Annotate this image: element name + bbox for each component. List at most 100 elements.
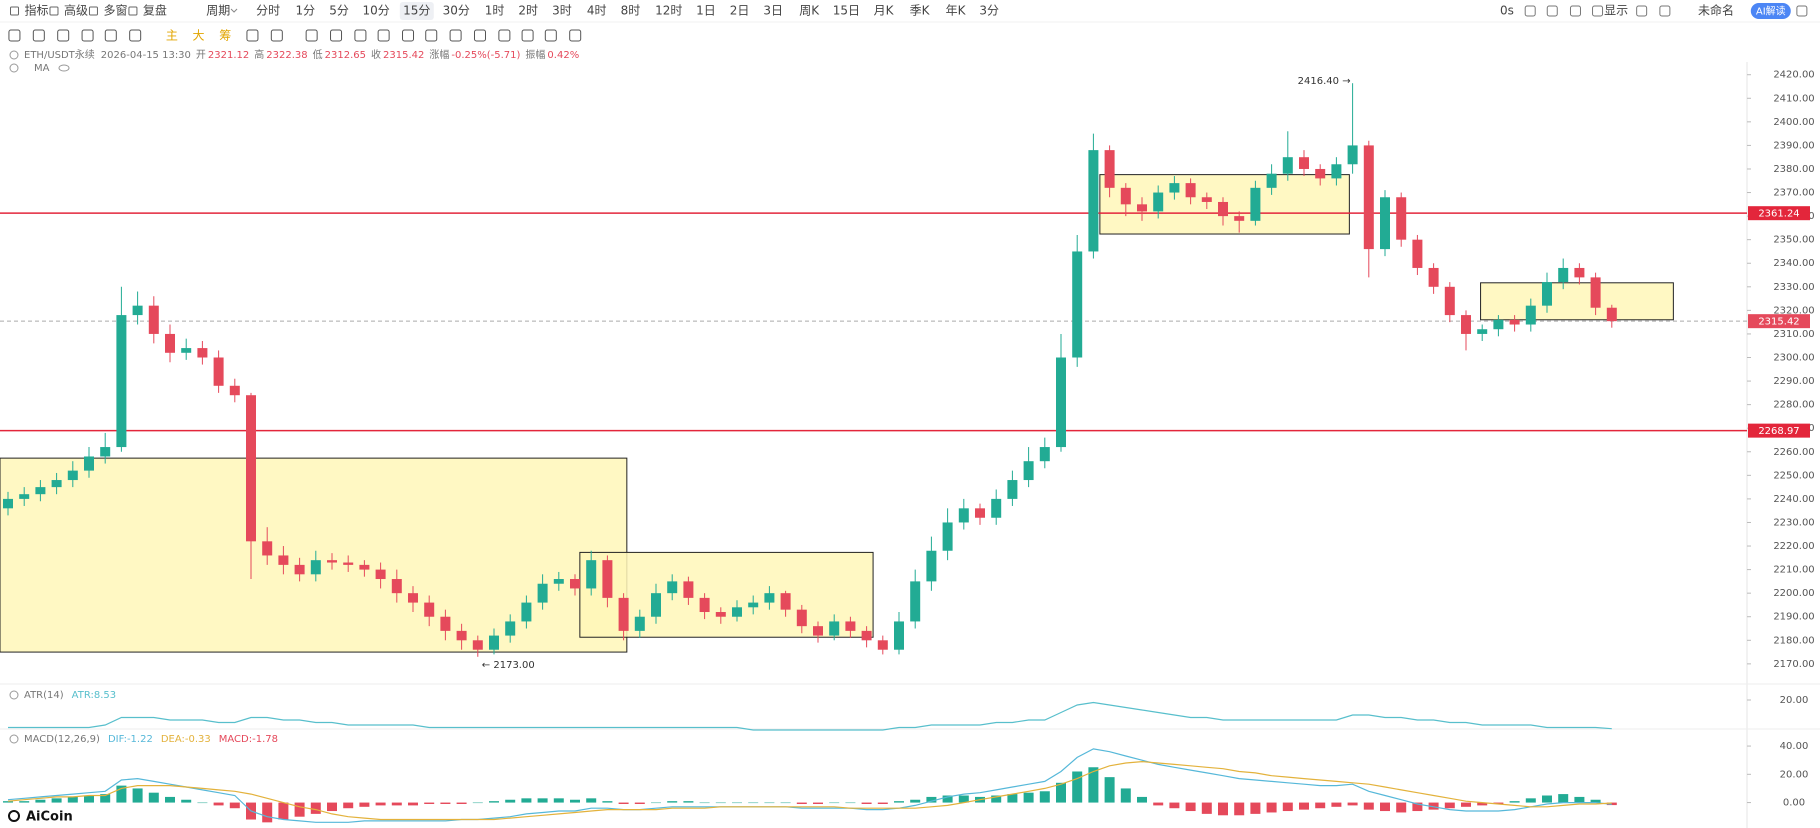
field-value: -0.25%(-5.71)	[451, 50, 520, 61]
toolbar-icon[interactable]	[1659, 5, 1671, 17]
interval-button[interactable]: 15日	[833, 4, 860, 18]
tool-icon[interactable]	[377, 29, 390, 42]
interval-button[interactable]: 周K	[799, 4, 820, 18]
tool-icon[interactable]	[544, 29, 557, 42]
quick-indicator[interactable]: 大	[193, 29, 205, 43]
tool-icon[interactable]	[305, 29, 318, 42]
interval-button[interactable]: 4时	[587, 4, 607, 18]
macd-histogram-bar	[651, 802, 661, 804]
interval-button[interactable]: 2时	[518, 4, 538, 18]
interval-button[interactable]: 1时	[485, 4, 505, 18]
tool-icon[interactable]	[354, 29, 367, 42]
tool-icon[interactable]	[498, 29, 511, 42]
interval-button[interactable]: 3分	[979, 4, 999, 18]
interval-button[interactable]: 3时	[552, 4, 572, 18]
interval-button[interactable]: 月K	[874, 4, 895, 18]
candle-body	[602, 560, 613, 598]
candle-body	[1542, 282, 1552, 306]
tool-icon[interactable]	[330, 29, 343, 42]
toolbar-icon[interactable]	[1524, 5, 1536, 17]
macd-histogram-bar	[667, 801, 678, 803]
interval-button[interactable]: 15分	[403, 4, 430, 18]
macd-histogram-bar	[148, 792, 159, 803]
macd-histogram-bar	[1169, 802, 1180, 809]
macd-histogram-bar	[440, 802, 451, 804]
interval-button[interactable]: 8时	[621, 4, 641, 18]
toolbar-right-button[interactable]: 0s	[1500, 4, 1514, 18]
macd-histogram-bar	[1558, 794, 1569, 803]
candle-body	[845, 621, 856, 631]
candle-body	[1201, 197, 1212, 202]
tool-icon[interactable]	[521, 29, 534, 42]
toolbar-right-button[interactable]: 未命名	[1698, 3, 1734, 18]
toolbar-button[interactable]: 指标	[25, 3, 49, 18]
tool-icon[interactable]	[569, 29, 582, 42]
interval-button[interactable]: 5分	[329, 4, 349, 18]
indicator-label: MACD(12,26,9) DIF:-1.22 DEA:-0.33 MACD:-1.7…	[24, 734, 278, 745]
tool-icon[interactable]	[449, 29, 462, 42]
tool-icon[interactable]	[57, 29, 70, 42]
interval-button[interactable]: 10分	[363, 4, 390, 18]
period-menu[interactable]: 周期	[206, 4, 230, 18]
interval-button[interactable]: 1日	[696, 4, 716, 18]
interval-button[interactable]: 季K	[910, 4, 931, 18]
candle-body	[67, 470, 78, 481]
toolbar-button[interactable]: 多窗	[103, 4, 127, 18]
candle-body	[634, 616, 645, 631]
candle-body	[813, 626, 823, 636]
y-tick-label: 2380.00	[1773, 164, 1814, 175]
macd-histogram-bar	[732, 802, 742, 804]
tool-icon[interactable]	[246, 29, 259, 42]
toolbar-button[interactable]: 高级	[64, 3, 88, 18]
interval-button[interactable]: 2日	[730, 4, 750, 18]
candle-body	[1493, 319, 1504, 330]
quick-indicator[interactable]: 筹	[219, 29, 231, 43]
macd-histogram-bar	[359, 802, 370, 807]
tool-icon[interactable]	[129, 29, 142, 42]
interval-button[interactable]: 1分	[296, 4, 316, 18]
interval-button[interactable]: 30分	[443, 4, 470, 18]
tool-icon[interactable]	[8, 29, 21, 42]
quick-indicator[interactable]: 主	[166, 29, 178, 43]
macd-histogram-bar	[1590, 799, 1601, 803]
macd-histogram-bar	[586, 798, 597, 803]
logo: AiCoin	[26, 810, 73, 825]
interval-button[interactable]: 年K	[946, 4, 967, 18]
macd-histogram-bar	[618, 802, 629, 804]
macd-histogram-bar	[748, 802, 759, 804]
y-tick-label: 2310.00	[1773, 329, 1814, 340]
y-tick-label: 2220.00	[1773, 541, 1814, 552]
interval-button[interactable]: 3日	[763, 4, 783, 18]
tool-icon[interactable]	[402, 29, 415, 42]
toolbar-button[interactable]: 复盘	[143, 3, 167, 18]
tool-icon[interactable]	[81, 29, 94, 42]
tool-icon[interactable]	[32, 29, 45, 42]
macd-histogram-bar	[877, 802, 888, 804]
ai-button[interactable]: AI解读	[1756, 5, 1786, 18]
macd-histogram-bar	[1039, 791, 1050, 803]
tool-icon[interactable]	[473, 29, 486, 42]
tool-icon[interactable]	[270, 29, 283, 42]
toolbar-icon[interactable]	[1569, 5, 1581, 17]
candle-body	[51, 480, 62, 488]
tool-icon[interactable]	[425, 29, 438, 42]
tool-icon[interactable]	[104, 29, 117, 42]
interval-button[interactable]: 分时	[256, 4, 280, 18]
candle-body	[116, 315, 127, 448]
macd-histogram-bar	[229, 802, 240, 809]
toolbar-icon[interactable]	[1546, 5, 1558, 17]
interval-button[interactable]: 12时	[655, 4, 682, 18]
toolbar-icon[interactable]	[1796, 5, 1808, 17]
toolbar-icon[interactable]	[1636, 5, 1648, 17]
macd-histogram-bar	[1201, 802, 1212, 814]
candle-body	[327, 560, 337, 563]
macd-histogram-bar	[408, 802, 418, 806]
toolbar-right-button[interactable]: 显示	[1604, 4, 1628, 18]
macd-histogram-bar	[424, 802, 435, 804]
macd-histogram-bar	[521, 798, 532, 803]
collapse-icon	[9, 63, 19, 73]
toolbar-icon[interactable]	[1592, 5, 1604, 17]
y-tick-label: 40.00	[1780, 741, 1809, 752]
